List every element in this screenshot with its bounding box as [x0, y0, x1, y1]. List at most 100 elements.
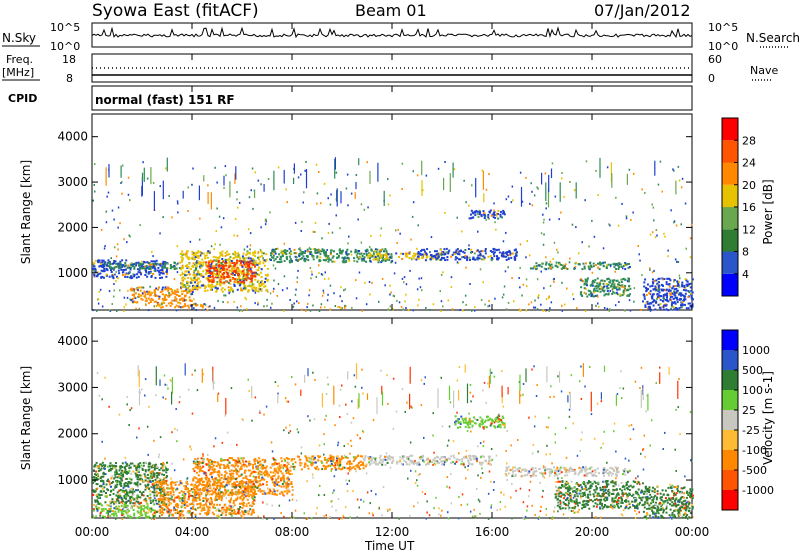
heatmap-cell [122, 462, 124, 464]
heatmap-cell [337, 306, 339, 308]
heatmap-cell [483, 259, 485, 261]
heatmap-cell [197, 277, 199, 279]
heatmap-cell [468, 244, 470, 246]
heatmap-cell [110, 462, 112, 464]
heatmap-cell [645, 287, 647, 289]
heatmap-cell [583, 263, 585, 265]
heatmap-cell [109, 515, 111, 517]
heatmap-cell [160, 272, 162, 274]
heatmap-cell [132, 494, 134, 496]
heatmap-cell [119, 265, 121, 267]
heatmap-cell [621, 285, 623, 287]
heatmap-cell [221, 497, 223, 499]
heatmap-cell [250, 244, 252, 246]
heatmap-cell [302, 252, 304, 254]
heatmap-cell [683, 295, 685, 297]
heatmap-cell [242, 278, 244, 280]
heatmap-cell [521, 187, 522, 207]
heatmap-cell [210, 266, 212, 268]
heatmap-cell [485, 219, 487, 221]
heatmap-cell [418, 278, 420, 280]
heatmap-cell [604, 262, 606, 264]
heatmap-cell [303, 191, 305, 193]
heatmap-cell [117, 243, 119, 245]
heatmap-cell [671, 301, 673, 303]
heatmap-cell [129, 478, 131, 480]
heatmap-cell [136, 273, 138, 275]
heatmap-cell [202, 276, 204, 278]
heatmap-cell [208, 306, 210, 308]
heatmap-cell [325, 271, 327, 273]
heatmap-cell [303, 259, 305, 261]
heatmap-cell [666, 281, 668, 283]
heatmap-cell [94, 184, 96, 186]
heatmap-cell [187, 266, 189, 268]
heatmap-cell [381, 255, 383, 257]
heatmap-cell [159, 509, 161, 511]
heatmap-cell [125, 259, 127, 261]
heatmap-cell [597, 278, 599, 280]
heatmap-cell [198, 496, 200, 498]
heatmap-cell [232, 258, 234, 260]
heatmap-cell [151, 275, 153, 277]
heatmap-cell [477, 213, 479, 215]
heatmap-cell [550, 261, 552, 263]
heatmap-cell [252, 467, 254, 469]
heatmap-cell [228, 258, 230, 260]
heatmap-cell [250, 262, 252, 264]
heatmap-cell [475, 210, 477, 212]
heatmap-cell [546, 298, 548, 300]
heatmap-cell [242, 310, 244, 312]
heatmap-cell [660, 307, 662, 309]
heatmap-cell [162, 293, 164, 295]
heatmap-cell [159, 506, 161, 508]
heatmap-cell [156, 511, 158, 513]
heatmap-cell [260, 272, 262, 274]
heatmap-cell [232, 483, 234, 485]
heatmap-cell [644, 296, 646, 298]
heatmap-cell [232, 506, 234, 508]
heatmap-cell [364, 209, 366, 211]
heatmap-cell [592, 281, 594, 283]
heatmap-cell [585, 262, 587, 264]
heatmap-cell [230, 477, 232, 479]
heatmap-cell [597, 194, 599, 196]
heatmap-cell [418, 256, 420, 258]
heatmap-cell [411, 258, 413, 260]
heatmap-cell [233, 500, 235, 502]
heatmap-cell [172, 266, 174, 268]
heatmap-cell [200, 304, 202, 306]
heatmap-cell [464, 252, 466, 254]
heatmap-cell [243, 253, 245, 255]
heatmap-cell [218, 464, 220, 466]
heatmap-cell [345, 288, 347, 290]
heatmap-cell [312, 305, 314, 307]
colorbar-tick-label: 8 [742, 246, 749, 259]
heatmap-cell [681, 282, 683, 284]
heatmap-cell [323, 292, 325, 294]
heatmap-cell [197, 467, 199, 469]
heatmap-cell [168, 288, 170, 290]
heatmap-cell [192, 291, 194, 293]
heatmap-cell [284, 170, 285, 184]
heatmap-cell [617, 285, 619, 287]
heatmap-cell [163, 487, 165, 489]
heatmap-cell [381, 227, 383, 229]
heatmap-cell [603, 265, 605, 267]
heatmap-cell [99, 273, 101, 275]
heatmap-cell [548, 175, 549, 192]
heatmap-cell [229, 263, 231, 265]
heatmap-cell [222, 255, 224, 257]
heatmap-cell [273, 280, 275, 282]
heatmap-cell [545, 207, 547, 209]
heatmap-cell [480, 268, 482, 270]
heatmap-cell [174, 296, 176, 298]
heatmap-cell [106, 221, 108, 223]
heatmap-cell [561, 305, 563, 307]
heatmap-cell [385, 250, 387, 252]
heatmap-cell [216, 182, 218, 184]
heatmap-cell [139, 263, 141, 265]
heatmap-cell [214, 307, 216, 309]
heatmap-cell [328, 223, 330, 225]
heatmap-cell [667, 300, 669, 302]
